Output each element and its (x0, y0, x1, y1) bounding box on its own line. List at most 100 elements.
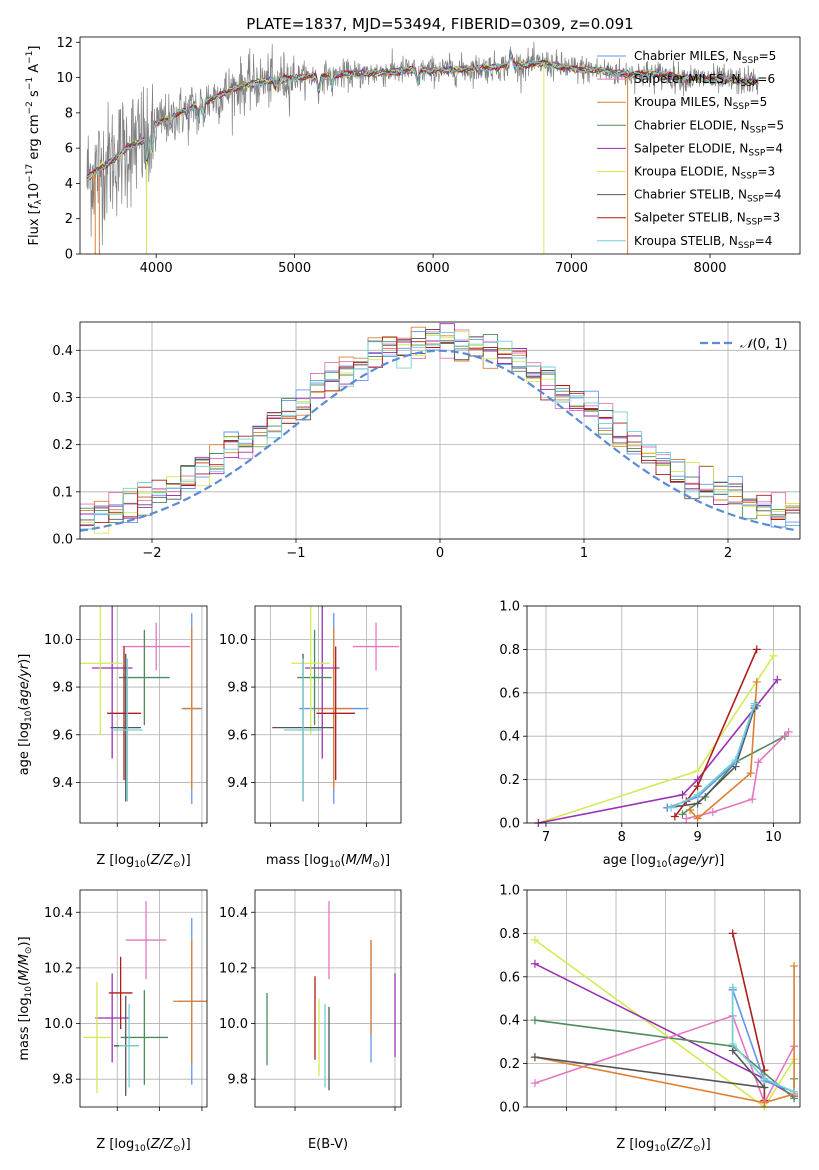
y-tick-label: 0.8 (499, 643, 520, 658)
y-tick-label: 10.4 (44, 906, 73, 921)
y-tick-label: 0.2 (499, 1057, 520, 1072)
mass-weight-line (731, 933, 766, 1101)
data-point-marker (784, 727, 793, 736)
y-tick-label: 12 (56, 36, 73, 51)
age-vs-metallicity-panel: 9.4 9.6 9.8 10.0 Z [log10(Z/Z⊙)] age [log10(a… (17, 605, 208, 870)
data-point-marker (750, 699, 759, 708)
data-point-marker (693, 814, 702, 823)
y-tick-label: 10.4 (219, 906, 248, 921)
data-point-marker (752, 677, 761, 686)
y-tick-label: 9.6 (52, 728, 73, 743)
y-tick-label: 9.8 (227, 1073, 248, 1088)
normal-distribution-line (80, 349, 798, 532)
histogram-step (80, 332, 800, 531)
x-tick-label: 7 (542, 830, 550, 845)
model-line (86, 52, 759, 180)
legend-label: Salpeter STELIB, NSSP=3 (634, 211, 780, 228)
axes-frame (79, 605, 208, 824)
y-tick-label: 10.2 (44, 961, 73, 976)
legend-label: Kroupa STELIB, NSSP=4 (634, 234, 772, 251)
y-tick-label: 0.2 (499, 773, 520, 788)
data-point-marker (682, 814, 691, 823)
y-tick-label: 2 (65, 212, 73, 227)
data-point-marker (746, 769, 755, 778)
data-point-marker (530, 959, 539, 968)
y-tick-label: 0.0 (52, 533, 73, 548)
data-point-marker (530, 1016, 539, 1025)
data-point-marker (728, 1040, 737, 1049)
legend-label: Kroupa ELODIE, NSSP=3 (634, 165, 775, 182)
y-tick-label: 0.0 (499, 1101, 520, 1116)
y-tick-label: 0.3 (52, 391, 73, 406)
y-tick-label: 9.8 (52, 1073, 73, 1088)
mass-weight-line (689, 681, 758, 820)
mass-weight-line (538, 679, 778, 823)
x-tick-label: 2 (724, 546, 732, 561)
legend-label: Chabrier MILES, NSSP=5 (634, 49, 776, 66)
data-point-marker (760, 1074, 769, 1083)
data-point-marker (752, 645, 761, 654)
y-tick-label: 0 (65, 248, 73, 263)
x-tick-label: 8000 (693, 261, 726, 276)
axes-frame (79, 321, 801, 540)
y-tick-label: 9.4 (52, 776, 73, 791)
data-point-marker (728, 983, 737, 992)
data-point-marker (754, 758, 763, 767)
data-point-marker (530, 1079, 539, 1088)
y-tick-label: 9.4 (227, 776, 248, 791)
data-point-marker (748, 795, 757, 804)
legend-label: Chabrier STELIB, NSSP=4 (634, 188, 782, 205)
data-point-marker (708, 808, 717, 817)
mass-vs-metallicity-panel: 9.8 10.0 10.2 10.4 Z [log10(Z/Z⊙)] mass [log1… (17, 889, 208, 1154)
x-tick-label: 1 (580, 546, 588, 561)
data-point-marker (773, 675, 782, 684)
data-point-marker (693, 766, 702, 775)
data-point-marker (693, 782, 702, 791)
data-point-marker (728, 929, 737, 938)
y-tick-label: 1.0 (499, 884, 520, 899)
x-tick-label: 0 (436, 546, 444, 561)
data-point-marker (790, 961, 799, 970)
observed-spectrum-line (86, 41, 759, 246)
data-point-marker (769, 651, 778, 660)
data-point-marker (760, 1098, 769, 1107)
data-point-marker (731, 756, 740, 765)
legend-label: Kroupa MILES, NSSP=5 (634, 95, 767, 112)
legend-label: Salpeter ELODIE, NSSP=4 (634, 141, 783, 158)
x-tick-label: −2 (142, 546, 161, 561)
y-tick-label: 10.0 (219, 633, 248, 648)
y-tick-label: 4 (65, 177, 73, 192)
x-tick-label: 7000 (555, 261, 588, 276)
x-axis-label: Z [log10(Z/Z⊙)] (616, 1137, 710, 1154)
y-tick-label: 6 (65, 142, 73, 157)
legend-label: Salpeter MILES, NSSP=6 (634, 72, 775, 89)
mass-weight-line (534, 989, 767, 1089)
y-axis-label: age [log10(age/yr)] (17, 654, 34, 776)
y-tick-label: 0.2 (52, 438, 73, 453)
mass-weight-line (682, 735, 786, 815)
y-tick-label: 0.6 (499, 970, 520, 985)
data-point-marker (686, 805, 695, 814)
x-tick-label: 9 (693, 830, 701, 845)
y-tick-label: 10 (56, 71, 73, 86)
x-axis-label: mass [log10(M/M⊙)] (266, 853, 390, 870)
mass-weight-line (674, 649, 758, 817)
y-tick-label: 9.6 (227, 728, 248, 743)
spectrum-panel: 4000 5000 6000 7000 8000 0 2 4 6 8 10 12 Flux [fλ10−… (25, 36, 801, 276)
x-tick-label: 5000 (278, 261, 311, 276)
x-tick-label: 4000 (140, 261, 173, 276)
data-point-marker (678, 790, 687, 799)
x-tick-label: 6000 (417, 261, 450, 276)
y-axis-label: mass [log10(M/M⊙)] (17, 936, 34, 1060)
mass-vs-extinction-panel: 9.8 10.0 10.2 10.4 E(B-V) (219, 889, 402, 1152)
y-tick-label: 9.8 (227, 681, 248, 696)
y-tick-label: 10.0 (44, 1017, 73, 1032)
y-tick-label: 0.4 (52, 344, 73, 359)
data-point-marker (530, 1053, 539, 1062)
legend-label: Chabrier ELODIE, NSSP=5 (634, 118, 784, 135)
y-tick-label: 0.8 (499, 927, 520, 942)
axes-frame (79, 36, 801, 255)
y-tick-label: 0.1 (52, 485, 73, 500)
y-tick-label: 10.2 (219, 961, 248, 976)
mass-weight-line (538, 655, 775, 823)
